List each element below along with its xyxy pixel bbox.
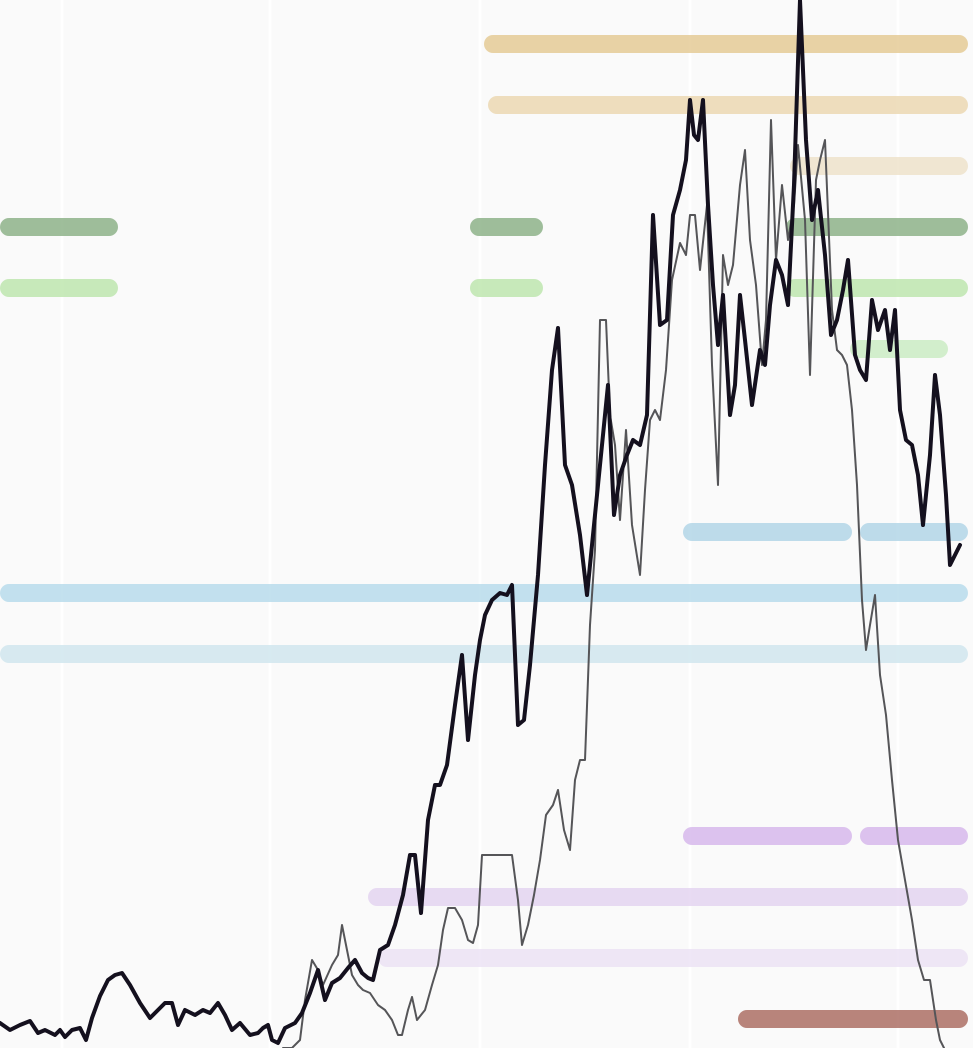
series-line-secondary [282,119,945,1048]
horizontal-bands [0,35,968,1028]
